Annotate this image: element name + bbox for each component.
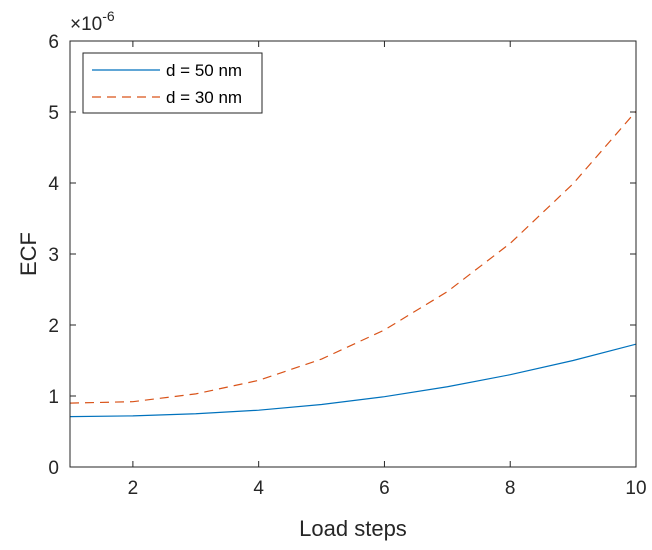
y-tick-label-1: 1 <box>48 387 59 408</box>
legend: d = 50 nm d = 30 nm <box>82 52 263 114</box>
y-tick-label-2: 2 <box>48 316 59 337</box>
legend-entry-d50: d = 50 nm <box>166 61 242 80</box>
y-tick-label-0: 0 <box>48 458 59 479</box>
x-tick-label-4: 10 <box>625 478 646 499</box>
series-line-0 <box>69 343 637 418</box>
legend-box <box>82 52 263 114</box>
x-tick-label-3: 8 <box>505 478 516 499</box>
y-axis-label: ECF <box>16 232 41 276</box>
y-tick-label-4: 4 <box>48 174 59 195</box>
x-tick-label-1: 4 <box>253 478 264 499</box>
y-tick-label-6: 6 <box>48 32 59 53</box>
x-tick-label-2: 6 <box>379 478 390 499</box>
series-layer <box>69 110 637 418</box>
y-exponent-base: ×10 <box>70 14 102 35</box>
y-tick-label-3: 3 <box>48 245 59 266</box>
y-tick-label-5: 5 <box>48 103 59 124</box>
plot-frame <box>69 40 637 468</box>
legend-entry-d30: d = 30 nm <box>166 88 242 107</box>
x-tick-label-0: 2 <box>128 478 139 499</box>
ticks-layer: 2 4 6 8 10 0 1 2 3 4 5 6 <box>48 32 646 499</box>
series-line-1 <box>69 110 637 404</box>
y-exponent-label: ×10-6 <box>70 8 115 35</box>
y-exponent-power: -6 <box>102 8 115 24</box>
x-axis-label: Load steps <box>299 516 407 541</box>
